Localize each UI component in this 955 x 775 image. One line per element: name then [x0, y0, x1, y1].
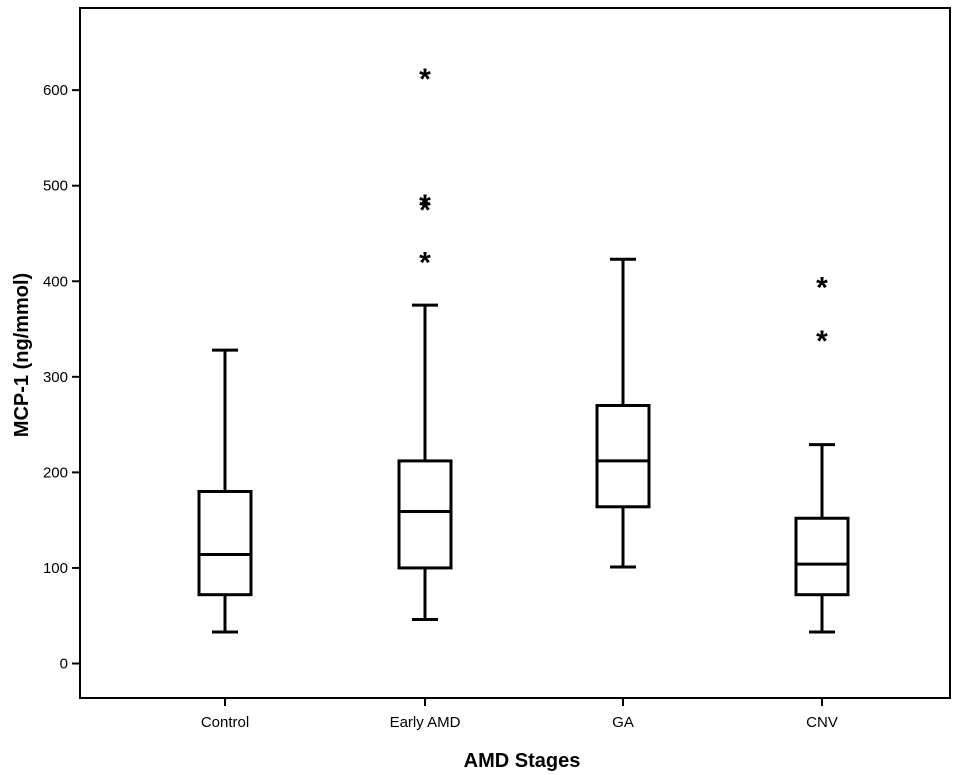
plot-area-frame	[79, 7, 951, 699]
x-tick-label: Early AMD	[390, 714, 461, 731]
y-tick-label: 300	[43, 369, 68, 386]
x-tick-label: GA	[612, 714, 634, 731]
x-tick-label: Control	[201, 714, 249, 731]
box-group	[595, 257, 651, 569]
outlier-marker: *	[816, 271, 828, 304]
outlier-marker: *	[816, 325, 828, 358]
x-axis: Control Early AMD GA CNV	[201, 698, 838, 731]
box-group: **	[794, 271, 850, 634]
box-group	[197, 348, 253, 634]
y-tick-label: 200	[43, 464, 68, 481]
box-iqr	[197, 489, 253, 597]
box-group: ****	[397, 63, 453, 622]
y-axis-title: MCP-1 (ng/mmol)	[11, 273, 33, 437]
y-axis: 0 100 200 300 400 500 600	[43, 82, 80, 673]
outlier-marker: *	[419, 194, 431, 227]
x-tick-label: CNV	[806, 714, 838, 731]
y-tick-label: 400	[43, 273, 68, 290]
y-tick-label: 100	[43, 560, 68, 577]
box-iqr	[794, 516, 850, 597]
outlier-marker: *	[419, 189, 431, 222]
boxes-layer: ******	[197, 63, 850, 634]
box-iqr	[397, 459, 453, 570]
y-tick-label: 0	[60, 656, 68, 673]
y-tick-label: 500	[43, 178, 68, 195]
outlier-marker: *	[419, 246, 431, 279]
outlier-marker: *	[419, 63, 431, 96]
y-tick-label: 600	[43, 82, 68, 99]
x-axis-title: AMD Stages	[464, 750, 581, 772]
box-iqr	[595, 403, 651, 509]
